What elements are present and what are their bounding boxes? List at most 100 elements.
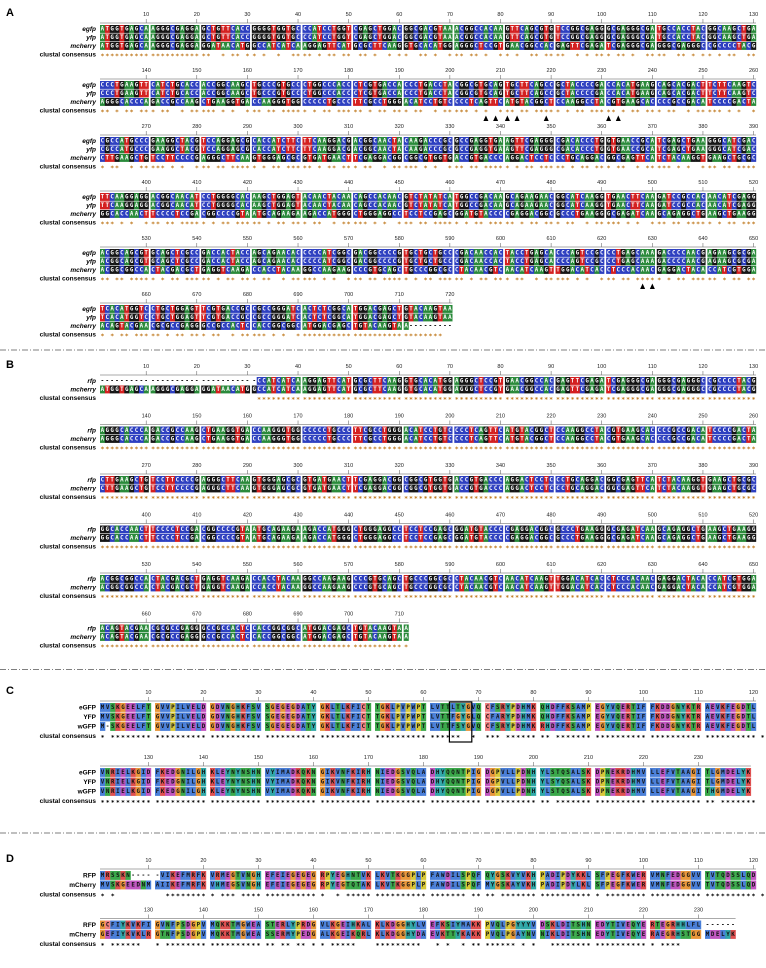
residue: T bbox=[332, 26, 336, 32]
residue-background bbox=[548, 25, 554, 33]
ruler-number: 460 bbox=[445, 180, 454, 186]
residue: * bbox=[489, 164, 493, 172]
residue-background bbox=[442, 25, 448, 33]
residue bbox=[646, 220, 650, 228]
residue: G bbox=[424, 250, 428, 256]
residue: A bbox=[202, 155, 206, 161]
residue: C bbox=[438, 91, 442, 97]
residue: G bbox=[530, 259, 534, 265]
residue: T bbox=[438, 194, 442, 200]
residue: * bbox=[727, 52, 731, 60]
residue: C bbox=[718, 99, 722, 105]
residue: C bbox=[612, 43, 616, 49]
residue: C bbox=[429, 250, 433, 256]
residue bbox=[190, 164, 194, 172]
residue: C bbox=[672, 194, 676, 200]
residue: G bbox=[747, 35, 751, 41]
residue: A bbox=[327, 267, 331, 273]
ruler-number: 670 bbox=[192, 292, 201, 298]
residue: * bbox=[252, 220, 256, 228]
residue: T bbox=[171, 315, 175, 321]
residue: G bbox=[747, 155, 751, 161]
residue: C bbox=[296, 91, 300, 97]
residue: C bbox=[101, 91, 105, 97]
residue: G bbox=[257, 82, 261, 88]
residue: T bbox=[272, 35, 276, 41]
residue: C bbox=[701, 26, 705, 32]
residue: C bbox=[747, 43, 751, 49]
residue: C bbox=[166, 267, 170, 273]
residue: C bbox=[590, 259, 594, 265]
residue: G bbox=[713, 43, 717, 49]
residue: * bbox=[499, 108, 503, 116]
residue-background bbox=[671, 42, 677, 50]
residue: G bbox=[742, 82, 746, 88]
residue: C bbox=[424, 99, 428, 105]
residue: A bbox=[236, 259, 240, 265]
residue: * bbox=[363, 52, 367, 60]
residue-background bbox=[285, 81, 291, 89]
residue: C bbox=[687, 203, 691, 209]
residue: G bbox=[651, 91, 655, 97]
residue: A bbox=[231, 147, 235, 153]
residue: G bbox=[404, 203, 408, 209]
residue-background bbox=[504, 33, 510, 42]
residue: C bbox=[672, 259, 676, 265]
residue: A bbox=[646, 250, 650, 256]
site-marker bbox=[615, 115, 621, 121]
residue: A bbox=[393, 43, 397, 49]
residue: A bbox=[708, 250, 712, 256]
residue: A bbox=[368, 306, 372, 312]
residue: C bbox=[202, 211, 206, 217]
residue: G bbox=[166, 35, 170, 41]
residue: A bbox=[506, 138, 510, 144]
residue: G bbox=[221, 203, 225, 209]
residue-background bbox=[210, 25, 217, 33]
residue: T bbox=[373, 91, 377, 97]
residue bbox=[566, 164, 570, 172]
residue: C bbox=[110, 91, 114, 97]
residue: T bbox=[176, 211, 180, 217]
residue: A bbox=[429, 91, 433, 97]
residue: * bbox=[252, 276, 256, 284]
ruler-number: 570 bbox=[344, 236, 353, 242]
residue: * bbox=[100, 164, 104, 172]
residue: A bbox=[535, 250, 539, 256]
residue-background bbox=[261, 81, 267, 89]
residue: A bbox=[728, 35, 732, 41]
residue: * bbox=[672, 108, 676, 116]
residue: C bbox=[166, 82, 170, 88]
residue: C bbox=[484, 43, 488, 49]
residue: C bbox=[667, 250, 671, 256]
sequence-row: TCACATGGTC CTGCTGGAGT TCGTGACCGC CGCCGGGATC… bbox=[101, 315, 452, 321]
residue: G bbox=[737, 250, 741, 256]
residue: G bbox=[144, 194, 148, 200]
residue-background bbox=[387, 25, 393, 33]
residue: G bbox=[600, 26, 604, 32]
residue: C bbox=[216, 250, 220, 256]
residue bbox=[226, 108, 230, 116]
residue: G bbox=[202, 43, 206, 49]
residue: C bbox=[612, 35, 616, 41]
residue: A bbox=[737, 211, 741, 217]
residue: C bbox=[607, 259, 611, 265]
residue: * bbox=[221, 108, 225, 116]
sequence-row: TCACATGGTC CTGCTGGAGT TCGTGACCGC CGCCGGGATC… bbox=[101, 306, 452, 312]
ruler-number: 300 bbox=[293, 124, 302, 130]
residue: C bbox=[708, 43, 712, 49]
residue: T bbox=[176, 250, 180, 256]
residue-background bbox=[717, 42, 723, 50]
residue: A bbox=[207, 250, 211, 256]
residue: A bbox=[484, 26, 488, 32]
residue: T bbox=[216, 306, 220, 312]
residue: A bbox=[571, 267, 575, 273]
residue bbox=[539, 52, 543, 60]
residue: C bbox=[590, 82, 594, 88]
residue: A bbox=[202, 91, 206, 97]
residue: T bbox=[347, 35, 351, 41]
ruler-number: 70 bbox=[447, 12, 453, 18]
residue: G bbox=[226, 138, 230, 144]
residue-background bbox=[478, 25, 484, 33]
residue: * bbox=[747, 52, 751, 60]
residue: C bbox=[585, 138, 589, 144]
